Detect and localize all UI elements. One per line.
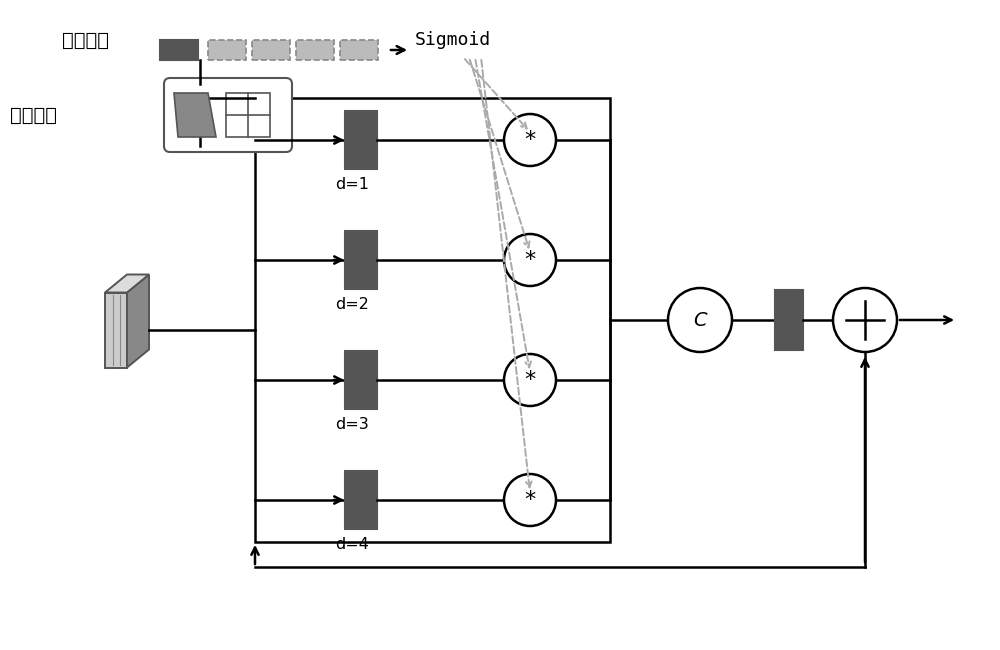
Text: C: C [693, 311, 707, 330]
Text: 全连接层: 全连接层 [62, 31, 109, 49]
Polygon shape [174, 93, 216, 137]
Text: *: * [524, 250, 536, 270]
Bar [345, 111, 377, 169]
Bar [226, 93, 270, 137]
Text: *: * [524, 490, 536, 510]
Bar [345, 351, 377, 409]
Circle shape [504, 114, 556, 166]
Bar [340, 40, 378, 60]
Circle shape [668, 288, 732, 352]
Circle shape [504, 474, 556, 526]
Text: *: * [524, 370, 536, 390]
Bar [345, 471, 377, 529]
Bar [252, 40, 290, 60]
Circle shape [504, 234, 556, 286]
Text: Sigmoid: Sigmoid [415, 31, 491, 49]
FancyBboxPatch shape [164, 78, 292, 152]
Text: d=1: d=1 [335, 177, 369, 192]
Text: d=4: d=4 [335, 537, 369, 552]
Bar [775, 290, 803, 350]
Bar [160, 40, 198, 60]
Bar [255, 98, 610, 542]
Circle shape [504, 354, 556, 406]
Text: 空间池化: 空间池化 [10, 105, 57, 125]
Polygon shape [127, 274, 149, 367]
Bar [296, 40, 334, 60]
Text: *: * [524, 130, 536, 150]
Bar [345, 231, 377, 289]
Text: d=2: d=2 [335, 297, 369, 312]
Circle shape [833, 288, 897, 352]
Text: d=3: d=3 [335, 417, 369, 432]
Polygon shape [105, 292, 127, 367]
Polygon shape [105, 274, 149, 292]
Bar [208, 40, 246, 60]
